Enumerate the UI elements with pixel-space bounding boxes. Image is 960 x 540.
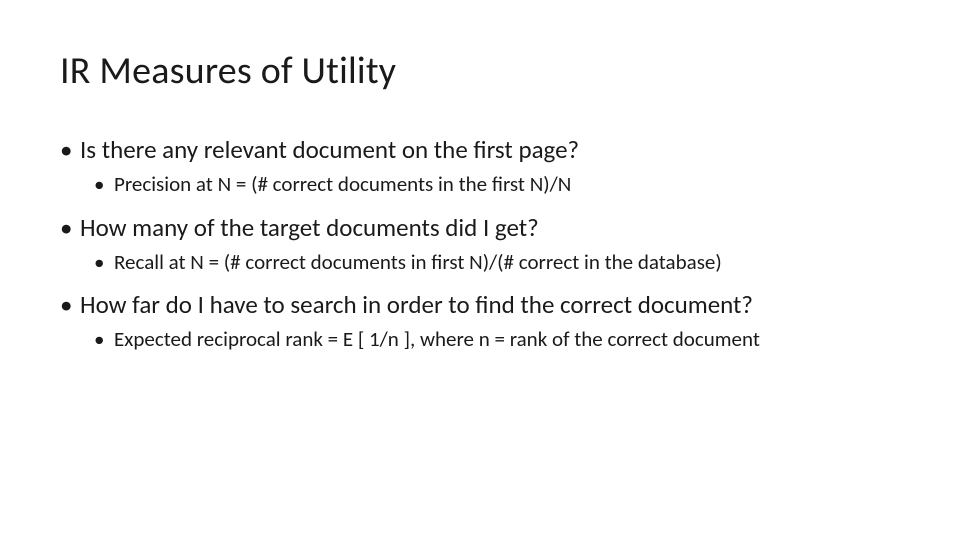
bullet-list: Is there any relevant document on the fi… xyxy=(60,134,900,353)
bullet-item: How far do I have to search in order to … xyxy=(60,289,900,320)
bullet-item: Is there any relevant document on the fi… xyxy=(60,134,900,165)
bullet-sub-item: Expected reciprocal rank = E [ 1/n ], wh… xyxy=(94,326,900,352)
bullet-sub-item: Precision at N = (# correct documents in… xyxy=(94,171,900,197)
bullet-sub-item: Recall at N = (# correct documents in fi… xyxy=(94,249,900,275)
bullet-item: How many of the target documents did I g… xyxy=(60,212,900,243)
slide-title: IR Measures of Utility xyxy=(60,48,900,94)
